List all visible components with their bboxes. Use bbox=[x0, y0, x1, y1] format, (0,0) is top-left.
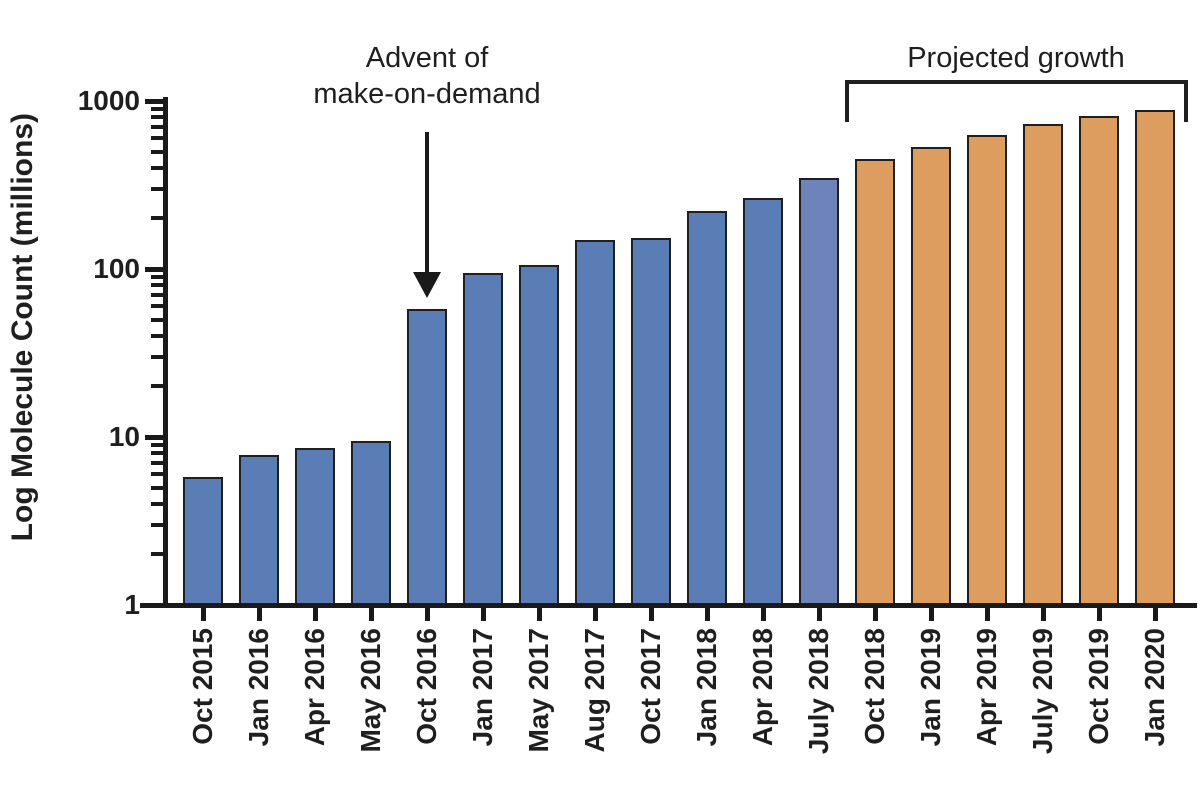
advent-annotation-line2: make-on-demand bbox=[313, 78, 541, 110]
y-minor-tick-4 bbox=[151, 501, 163, 506]
projected-growth-bracket bbox=[845, 80, 1188, 122]
x-tick-label-text-oct-2017: Oct 2017 bbox=[635, 628, 666, 745]
x-tick-aug-2017 bbox=[592, 607, 598, 621]
x-tick-label-text-oct-2015: Oct 2015 bbox=[187, 628, 218, 745]
advent-annotation-line1: Advent of bbox=[365, 42, 489, 74]
bar-july-2019 bbox=[1023, 123, 1063, 603]
x-tick-label-text-oct-2018: Oct 2018 bbox=[859, 628, 890, 745]
x-tick-label-text-jan-2017: Jan 2017 bbox=[467, 628, 498, 747]
bar-may-2016 bbox=[351, 440, 391, 603]
x-tick-oct-2018 bbox=[872, 607, 878, 621]
x-tick-july-2019 bbox=[1040, 607, 1046, 621]
y-minor-tick-400 bbox=[151, 165, 163, 170]
y-axis-spine bbox=[163, 97, 168, 607]
y-minor-tick-20 bbox=[151, 384, 163, 389]
bar-apr-2019 bbox=[967, 134, 1007, 603]
y-minor-tick-50 bbox=[151, 317, 163, 322]
x-tick-label-text-july-2019: July 2019 bbox=[1027, 628, 1058, 755]
y-minor-tick-9 bbox=[151, 442, 163, 447]
x-tick-label-text-jan-2019: Jan 2019 bbox=[915, 628, 946, 747]
x-tick-label-text-jan-2018: Jan 2018 bbox=[691, 628, 722, 747]
bar-jan-2019 bbox=[911, 147, 951, 603]
bar-may-2017 bbox=[519, 265, 559, 603]
y-minor-tick-2 bbox=[151, 552, 163, 557]
bar-oct-2019 bbox=[1079, 116, 1119, 603]
x-axis-spine bbox=[140, 603, 1197, 608]
bar-aug-2017 bbox=[575, 240, 615, 603]
y-minor-tick-3 bbox=[151, 522, 163, 527]
y-minor-tick-300 bbox=[151, 186, 163, 191]
x-tick-label-text-apr-2019: Apr 2019 bbox=[971, 628, 1002, 747]
y-axis-title: Log Molecule Count (millions) bbox=[6, 113, 434, 541]
x-tick-label-text-apr-2016: Apr 2016 bbox=[299, 628, 330, 747]
y-tick-label-1000: 1000 bbox=[77, 85, 140, 116]
bar-oct-2018 bbox=[855, 159, 895, 603]
y-minor-tick-500 bbox=[151, 149, 163, 154]
x-tick-jan-2019 bbox=[928, 607, 934, 621]
x-tick-apr-2018 bbox=[760, 607, 766, 621]
y-minor-tick-600 bbox=[151, 136, 163, 141]
y-major-tick-100 bbox=[145, 266, 163, 272]
x-tick-label-text-may-2016: May 2016 bbox=[355, 628, 386, 753]
x-tick-apr-2016 bbox=[312, 607, 318, 621]
y-major-tick-1000 bbox=[145, 98, 163, 104]
x-tick-label-text-jan-2020: Jan 2020 bbox=[1139, 628, 1170, 747]
y-minor-tick-60 bbox=[151, 304, 163, 309]
x-tick-label-text-oct-2019: Oct 2019 bbox=[1083, 628, 1114, 745]
y-major-tick-10 bbox=[145, 434, 163, 440]
y-minor-tick-90 bbox=[151, 274, 163, 279]
x-tick-oct-2015 bbox=[200, 607, 206, 621]
bar-oct-2015 bbox=[183, 476, 223, 603]
bar-july-2018 bbox=[799, 177, 839, 603]
bar-apr-2016 bbox=[295, 448, 335, 603]
bar-oct-2016 bbox=[407, 308, 447, 603]
y-minor-tick-40 bbox=[151, 333, 163, 338]
y-tick-label-10: 10 bbox=[108, 421, 140, 452]
x-tick-label-text-oct-2016: Oct 2016 bbox=[411, 628, 442, 745]
y-minor-tick-7 bbox=[151, 461, 163, 466]
y-tick-label-100: 100 bbox=[93, 253, 140, 284]
bar-oct-2017 bbox=[631, 238, 671, 603]
y-tick-label-1: 1 bbox=[124, 589, 140, 620]
x-tick-jan-2020 bbox=[1152, 607, 1158, 621]
y-minor-tick-70 bbox=[151, 293, 163, 298]
bar-jan-2017 bbox=[463, 272, 503, 603]
x-tick-may-2017 bbox=[536, 607, 542, 621]
advent-arrow-head-icon bbox=[413, 272, 441, 298]
y-minor-tick-700 bbox=[151, 125, 163, 130]
x-tick-jan-2016 bbox=[256, 607, 262, 621]
y-minor-tick-200 bbox=[151, 216, 163, 221]
x-tick-may-2016 bbox=[368, 607, 374, 621]
x-tick-oct-2017 bbox=[648, 607, 654, 621]
x-tick-label-text-aug-2017: Aug 2017 bbox=[579, 628, 610, 753]
x-tick-label-text-may-2017: May 2017 bbox=[523, 628, 554, 753]
y-minor-tick-30 bbox=[151, 354, 163, 359]
y-minor-tick-6 bbox=[151, 472, 163, 477]
x-tick-jan-2017 bbox=[480, 607, 486, 621]
bar-jan-2018 bbox=[687, 211, 727, 603]
x-tick-apr-2019 bbox=[984, 607, 990, 621]
x-tick-oct-2016 bbox=[424, 607, 430, 621]
y-minor-tick-80 bbox=[151, 283, 163, 288]
bar-jan-2016 bbox=[239, 455, 279, 603]
x-tick-label-text-jan-2016: Jan 2016 bbox=[243, 628, 274, 747]
x-tick-jan-2018 bbox=[704, 607, 710, 621]
projected-growth-label: Projected growth bbox=[907, 42, 1125, 74]
y-minor-tick-800 bbox=[151, 115, 163, 120]
y-minor-tick-8 bbox=[151, 451, 163, 456]
x-tick-label-text-july-2018: July 2018 bbox=[803, 628, 834, 755]
bar-apr-2018 bbox=[743, 197, 783, 603]
x-tick-label-text-apr-2018: Apr 2018 bbox=[747, 628, 778, 747]
advent-arrow-shaft-icon bbox=[425, 132, 429, 274]
y-minor-tick-900 bbox=[151, 106, 163, 111]
y-minor-tick-5 bbox=[151, 485, 163, 490]
x-tick-oct-2019 bbox=[1096, 607, 1102, 621]
y-major-tick-1 bbox=[145, 602, 163, 608]
x-tick-july-2018 bbox=[816, 607, 822, 621]
y-axis-title-text: Log Molecule Count (millions) bbox=[6, 113, 39, 542]
bar-jan-2020 bbox=[1135, 110, 1175, 603]
